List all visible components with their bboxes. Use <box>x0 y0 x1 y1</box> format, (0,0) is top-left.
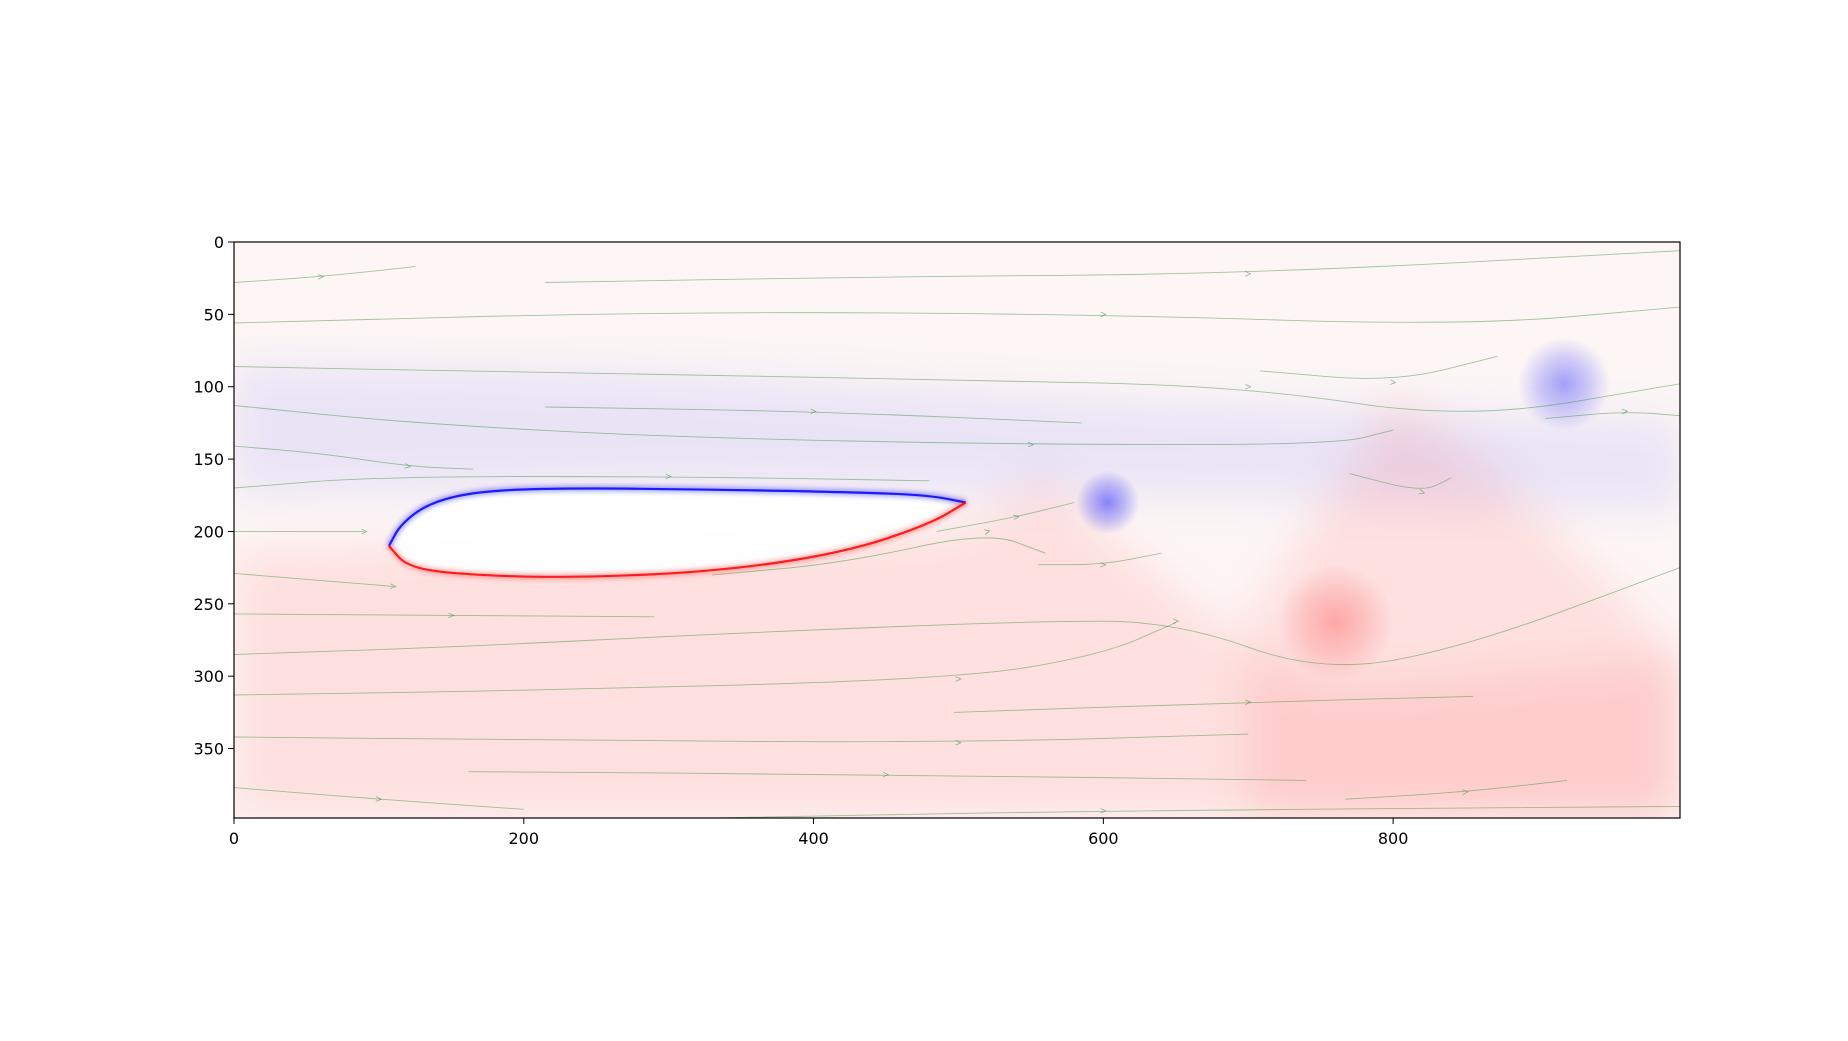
y-tick-label-50: 50 <box>204 305 224 324</box>
streamline-19 <box>234 733 1249 743</box>
streamline-20 <box>234 787 524 810</box>
streamline-15 <box>234 622 1176 696</box>
streamline-22 <box>954 695 1473 713</box>
streamline-21 <box>468 771 1307 781</box>
streamline-5 <box>234 405 1394 446</box>
vortex-blobs <box>1075 337 1611 681</box>
y-tick-label-250: 250 <box>193 595 224 614</box>
vortex-1 <box>1075 470 1140 535</box>
vorticity-regions <box>234 365 1680 818</box>
streamline-8 <box>1259 355 1498 379</box>
y-tick-label-0: 0 <box>214 233 224 252</box>
streamlines <box>234 250 1680 818</box>
streamline-3 <box>234 366 1680 412</box>
streamline-4 <box>545 406 1082 424</box>
vortex-2 <box>1277 564 1394 681</box>
streamline-23 <box>1345 779 1568 800</box>
streamline-9 <box>1545 412 1680 420</box>
streamline-12 <box>234 572 394 587</box>
x-axis: 0 200 400 600 800 <box>229 818 1408 848</box>
airfoil-layer <box>386 485 968 580</box>
y-tick-label-200: 200 <box>193 522 224 541</box>
streamline-13 <box>234 613 655 618</box>
y-tick-label-350: 350 <box>193 740 224 759</box>
negative-shear-layer <box>234 365 1680 510</box>
streamline-16 <box>936 502 1075 532</box>
plot-area <box>234 242 1680 818</box>
streamline-24 <box>712 805 1680 818</box>
y-tick-label-100: 100 <box>193 378 224 397</box>
airfoil-upper-surface <box>388 487 966 547</box>
y-tick-label-300: 300 <box>193 667 224 686</box>
streamline-10 <box>1349 473 1452 489</box>
x-tick-label-200: 200 <box>509 829 540 848</box>
streamline-7 <box>234 476 930 489</box>
streamline-17 <box>1038 552 1162 566</box>
x-tick-label-0: 0 <box>229 829 239 848</box>
streamline-6 <box>234 445 474 470</box>
axes-frame <box>233 241 1681 819</box>
x-tick-label-800: 800 <box>1378 829 1409 848</box>
positive-triangle-region <box>1248 398 1680 818</box>
streamline-2 <box>545 250 1680 283</box>
streamline-0 <box>234 266 416 283</box>
x-tick-label-400: 400 <box>798 829 829 848</box>
streamline-14 <box>234 567 1680 666</box>
streamline-1 <box>234 306 1680 324</box>
vortex-3 <box>1517 337 1611 431</box>
y-axis: 0 50 100 150 200 250 300 350 <box>193 233 234 759</box>
x-tick-label-600: 600 <box>1088 829 1119 848</box>
y-tick-label-150: 150 <box>193 450 224 469</box>
streamline-18 <box>712 537 1046 576</box>
airfoil-lower-surface <box>388 501 967 578</box>
